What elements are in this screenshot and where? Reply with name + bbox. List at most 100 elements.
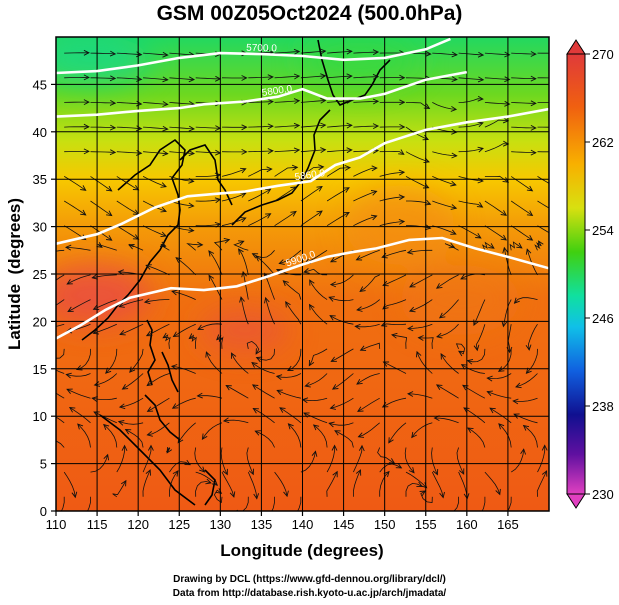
streamline (523, 425, 538, 448)
stream-arrowhead (500, 210, 508, 216)
streamline (300, 186, 323, 202)
streamline (536, 470, 547, 497)
streamline (300, 100, 326, 103)
stream-arrowhead (450, 229, 457, 235)
streamline (353, 167, 377, 177)
streamline (353, 125, 379, 128)
streamline (274, 125, 300, 128)
streamline (534, 240, 542, 251)
stream-arrowhead (439, 491, 445, 499)
streamline (144, 299, 170, 303)
stream-arrowhead (329, 404, 336, 410)
stream-arrowhead (146, 380, 153, 387)
streamline (283, 280, 302, 300)
grid-lines (56, 37, 549, 511)
streamline (197, 323, 223, 330)
stream-arrowhead (46, 354, 52, 359)
stream-arrowhead (196, 392, 203, 399)
streamline (527, 323, 538, 350)
stream-arrowhead (285, 301, 291, 308)
stream-arrowhead (354, 323, 361, 330)
streamline (90, 151, 116, 153)
streamline (360, 342, 381, 351)
streamline (353, 100, 379, 103)
streamline (274, 51, 300, 54)
streamline (251, 362, 275, 374)
stream-arrowhead (128, 244, 135, 250)
stream-arrowhead (120, 479, 127, 487)
stream-arrowhead (279, 407, 286, 413)
stream-arrowhead (331, 444, 338, 451)
streamline (407, 249, 433, 254)
stream-arrowhead (283, 490, 289, 498)
stream-arrowhead (275, 374, 283, 380)
streamline (256, 348, 275, 361)
streamline (63, 471, 76, 498)
stream-arrowhead (160, 206, 167, 213)
stream-arrowhead (171, 403, 179, 409)
streamline (353, 190, 377, 202)
y-tick-label: 35 (33, 172, 47, 187)
streamline (146, 264, 170, 276)
streamline (313, 424, 328, 448)
streamline (353, 215, 377, 227)
stream-arrowhead (525, 344, 532, 351)
stream-arrowhead (293, 122, 301, 129)
stream-arrowhead (530, 75, 537, 82)
streamline (56, 392, 65, 399)
streamline (463, 407, 486, 424)
streamline (327, 124, 352, 128)
stream-arrowhead (177, 437, 184, 444)
stream-arrowhead (304, 381, 311, 388)
stream-arrowhead (42, 437, 47, 442)
stream-arrowhead (145, 469, 151, 476)
stream-arrowhead (530, 125, 537, 131)
streamline (119, 323, 144, 335)
streamline (458, 77, 484, 81)
streamline (90, 77, 116, 79)
streamline (122, 373, 144, 390)
streamline (305, 373, 328, 387)
streamline (382, 274, 407, 286)
streamline (432, 151, 457, 157)
stream-arrowhead (356, 306, 363, 312)
contour-line (56, 70, 468, 118)
streamline (431, 471, 444, 498)
colorbar-tick-label: 254 (592, 223, 614, 238)
y-tick-label: 10 (33, 409, 47, 424)
temperature-field (56, 37, 549, 511)
streamline (169, 52, 195, 56)
streamline (65, 246, 91, 251)
streamline (436, 274, 459, 289)
streamline (97, 244, 117, 251)
streamline (67, 299, 91, 312)
stream-arrowhead (343, 187, 350, 193)
stream-arrowhead (432, 468, 439, 476)
stream-arrowhead (71, 491, 78, 499)
stream-arrowhead (440, 353, 446, 360)
streamline (356, 373, 380, 385)
credit-drawing: Drawing by DCL (https://www.gfd-dennou.o… (173, 574, 446, 585)
stream-arrowhead (293, 98, 301, 104)
x-tick-label: 120 (127, 517, 149, 532)
streamline (537, 445, 546, 473)
streamline (119, 299, 144, 308)
stream-arrowhead (372, 49, 380, 56)
streamline (116, 200, 139, 215)
stream-arrowhead (525, 248, 532, 255)
stream-arrowhead (253, 493, 260, 500)
stream-arrowhead (80, 516, 85, 522)
wind-streamlines (42, 48, 549, 522)
stream-arrowhead (118, 403, 126, 410)
stream-arrowhead (68, 406, 76, 413)
stream-arrowhead (312, 424, 320, 431)
stream-arrowhead (526, 185, 534, 192)
streamline (379, 221, 405, 227)
streamline (92, 274, 117, 279)
stream-arrowhead (251, 362, 258, 368)
stream-arrowhead (318, 164, 325, 171)
streamline (248, 213, 271, 227)
stream-arrowhead (44, 286, 49, 291)
stream-arrowhead (290, 210, 297, 217)
streamline (467, 427, 486, 448)
